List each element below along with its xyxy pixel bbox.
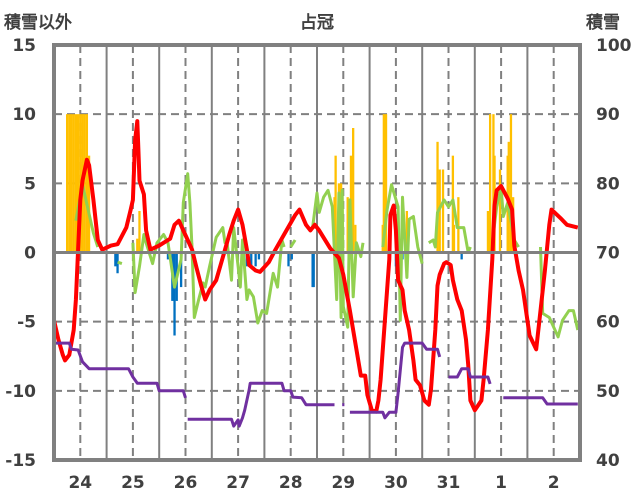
- orange-bar: [334, 155, 337, 253]
- x-tick-label: 31: [437, 473, 461, 493]
- y-left-tick-label: -5: [17, 313, 36, 333]
- purple-line: [54, 341, 187, 399]
- green-line: [131, 172, 286, 325]
- orange-bar: [346, 197, 349, 253]
- x-tick-label: 2: [548, 473, 560, 493]
- x-tick-label: 29: [331, 473, 355, 493]
- orange-bar: [509, 114, 513, 253]
- green-line: [311, 188, 365, 329]
- y-right-tick-label: 50: [596, 382, 620, 402]
- purple-line: [448, 367, 492, 385]
- y-right-tick-label: 60: [596, 313, 620, 333]
- orange-bar: [384, 114, 388, 253]
- blue-bar: [287, 252, 290, 267]
- x-tick-label: 1: [495, 473, 507, 493]
- y-left-tick-label: 10: [12, 105, 36, 125]
- y-right-tick-label: 100: [596, 36, 632, 56]
- plot-frame: [52, 43, 582, 462]
- purple-line: [349, 341, 442, 420]
- blue-bar: [250, 252, 253, 267]
- orange-bar: [68, 114, 71, 253]
- y-right-tick-label: 40: [596, 451, 620, 471]
- red-line: [52, 119, 579, 414]
- orange-bar: [85, 114, 89, 253]
- green-line: [427, 198, 472, 254]
- y-left-tick-label: -15: [5, 451, 36, 471]
- green-line: [289, 239, 297, 248]
- orange-bar: [76, 114, 80, 253]
- blue-bar: [114, 252, 117, 267]
- orange-bar: [138, 211, 141, 253]
- x-tick-label: 27: [226, 473, 250, 493]
- blue-bar: [460, 252, 463, 260]
- blue-bar: [166, 252, 170, 260]
- green-line: [539, 246, 580, 339]
- x-tick-label: 25: [121, 473, 145, 493]
- green-line: [117, 260, 123, 266]
- blue-bar: [254, 252, 257, 267]
- orange-bar: [354, 224, 357, 253]
- green-line: [381, 183, 424, 322]
- blue-bar: [179, 252, 183, 288]
- orange-bar: [486, 211, 490, 253]
- orange-bar: [87, 155, 91, 253]
- blue-bar: [173, 252, 176, 336]
- right-axis-title: 積雪: [586, 13, 620, 33]
- orange-bar: [498, 169, 502, 253]
- x-tick-label: 30: [384, 473, 408, 493]
- orange-bar: [452, 224, 456, 253]
- orange-bar: [65, 114, 69, 253]
- orange-bar: [441, 169, 445, 253]
- orange-bar: [83, 114, 86, 253]
- purple-line: [187, 381, 335, 428]
- x-tick-label: 28: [279, 473, 303, 493]
- orange-bar: [405, 211, 409, 253]
- blue-bar: [257, 252, 261, 260]
- y-left-tick-label: 5: [24, 174, 36, 194]
- blue-bar: [312, 252, 315, 288]
- orange-bar: [352, 128, 355, 253]
- blue-bar: [290, 252, 293, 260]
- x-tick-label: 24: [68, 473, 92, 493]
- y-right-tick-label: 80: [596, 174, 620, 194]
- left-axis-title: 積雪以外: [4, 13, 72, 33]
- orange-bar: [436, 141, 439, 253]
- chart-title: 占冠: [300, 13, 334, 33]
- orange-bar: [72, 114, 75, 253]
- orange-bar: [488, 114, 492, 253]
- orange-bar: [70, 114, 73, 253]
- y-left-tick-label: -10: [5, 382, 36, 402]
- x-tick-label: 26: [174, 473, 198, 493]
- purple-line: [503, 396, 578, 406]
- orange-bar: [74, 114, 78, 253]
- orange-bar: [382, 114, 385, 253]
- y-left-tick-label: 0: [24, 244, 36, 264]
- y-right-tick-label: 70: [596, 244, 620, 264]
- y-right-tick-label: 90: [596, 105, 620, 125]
- y-left-tick-label: 15: [12, 36, 36, 56]
- orange-bar: [136, 238, 139, 253]
